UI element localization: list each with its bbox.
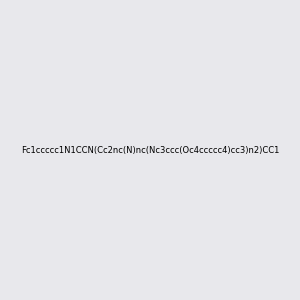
Text: Fc1ccccc1N1CCN(Cc2nc(N)nc(Nc3ccc(Oc4ccccc4)cc3)n2)CC1: Fc1ccccc1N1CCN(Cc2nc(N)nc(Nc3ccc(Oc4cccc…	[21, 146, 279, 154]
